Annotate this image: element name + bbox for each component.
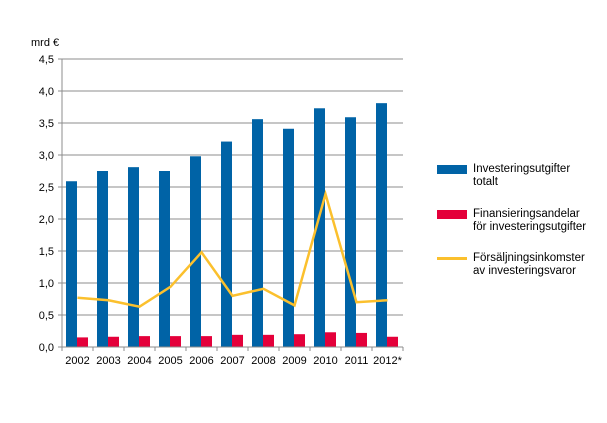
financing-bar: [263, 334, 274, 347]
legend-label: Investeringsutgifter totalt: [473, 163, 571, 188]
financing-bar: [356, 332, 367, 347]
investment-bar: [159, 171, 170, 347]
investment-bar: [314, 108, 325, 347]
financing-bar: [77, 337, 88, 347]
investment-bar: [97, 171, 108, 347]
y-tick-label: 0,5: [39, 310, 54, 322]
y-tick-label: 1,5: [39, 246, 54, 258]
investment-bar: [190, 156, 201, 347]
legend-label: Finansieringsandelar för investeringsutg…: [473, 208, 587, 233]
x-tick-label: 2004: [127, 355, 151, 367]
y-tick-label: 4,0: [39, 86, 54, 98]
investment-bar: [376, 103, 387, 347]
x-tick-label: 2010: [313, 355, 337, 367]
y-tick-label: 2,0: [39, 214, 54, 226]
financing-bar: [170, 336, 181, 347]
y-tick-label: 2,5: [39, 182, 54, 194]
legend-item: Försäljningsinkomster av investeringsvar…: [437, 252, 585, 278]
sales-line: [77, 189, 388, 309]
y-tick-label: 3,0: [39, 150, 54, 162]
investment-bar: [283, 128, 294, 347]
y-tick-label: 4,5: [39, 54, 54, 66]
financing-bar: [325, 332, 336, 347]
y-axis-label: mrd €: [31, 37, 59, 49]
investment-bar: [66, 181, 77, 347]
legend-swatch: [437, 257, 467, 260]
legend-swatch: [437, 165, 467, 174]
x-tick-label: 2005: [158, 355, 182, 367]
investment-bar: [128, 167, 139, 347]
x-tick-label: 2011: [345, 355, 369, 367]
legend-item: Finansieringsandelar för investeringsutg…: [437, 208, 586, 234]
financing-bar: [294, 334, 305, 347]
legend-swatch: [437, 210, 467, 219]
financing-bar: [232, 334, 243, 347]
x-tick-label: 2009: [282, 355, 306, 367]
y-tick-label: 3,5: [39, 118, 54, 130]
x-tick-label: 2002: [65, 355, 89, 367]
y-tick-label: 1,0: [39, 278, 54, 290]
financing-bar: [108, 336, 119, 347]
financing-bar: [201, 336, 212, 347]
legend-item: Investeringsutgifter totalt: [437, 163, 570, 189]
x-tick-label: 2008: [251, 355, 275, 367]
investment-bar: [221, 141, 232, 347]
legend-label: Försäljningsinkomster av investeringsvar…: [473, 252, 585, 277]
x-tick-label: 2012*: [373, 355, 402, 367]
financing-bar: [387, 336, 398, 347]
x-tick-label: 2006: [189, 355, 213, 367]
investment-bar: [252, 119, 263, 347]
y-tick-label: 0,0: [39, 342, 54, 354]
investment-bar: [345, 117, 356, 348]
x-tick-label: 2003: [96, 355, 120, 367]
financing-bar: [139, 336, 150, 347]
x-tick-label: 2007: [220, 355, 244, 367]
